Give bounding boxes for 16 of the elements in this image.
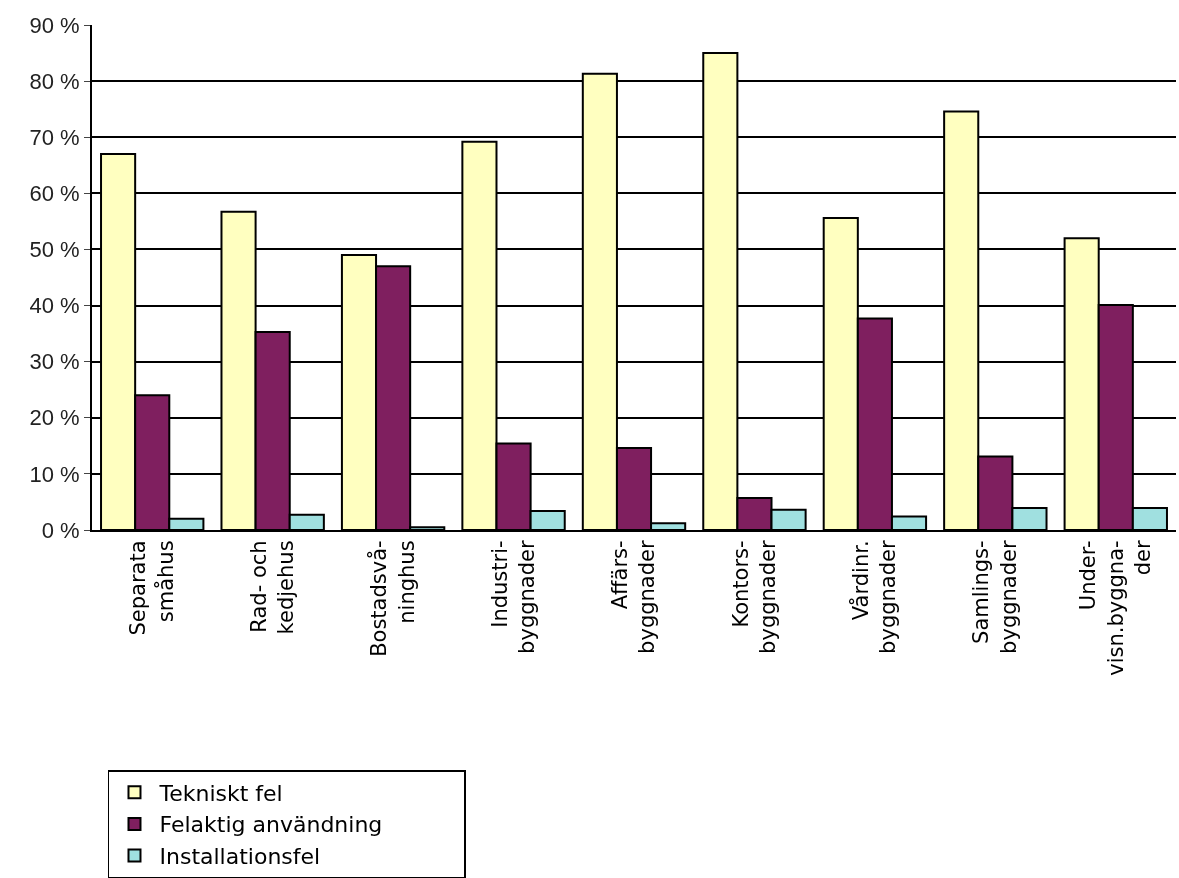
y-tick-label: 0 % [41,517,80,543]
legend-label: Installationsfel [159,844,321,870]
y-tick-label: 70 % [29,124,80,150]
y-tick-label: 40 % [29,293,80,319]
x-tick-label: Under- visn.byggna- der [1076,540,1155,676]
y-tick-label: 30 % [29,349,80,375]
y-tick-label: 60 % [29,181,80,207]
x-tick-label: Bostadsvå- ninghus [366,540,419,657]
y-tick-label: 50 % [29,237,80,263]
y-tick-label: 10 % [29,461,80,487]
y-tick-label: 90 % [29,12,80,38]
x-tick-label: Separata småhus [126,540,178,636]
legend-label: Tekniskt fel [158,780,283,806]
y-tick-label: 80 % [29,68,80,94]
y-tick-label: 20 % [29,405,80,431]
legend-label: Felaktig användning [159,812,383,838]
